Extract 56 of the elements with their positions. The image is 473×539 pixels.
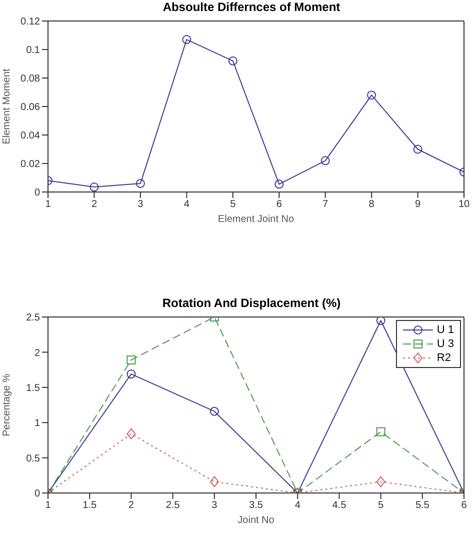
x-axis-title: Element Joint No: [218, 214, 295, 225]
y-tick-label: 0.5: [26, 453, 40, 464]
y-tick-label: 0.12: [20, 16, 40, 28]
point: [182, 35, 192, 44]
x-axis-title: Joint No: [238, 515, 275, 526]
y-tick-label: 0.08: [20, 74, 40, 85]
y-tick-label: 0.02: [20, 159, 40, 170]
y-tick-label: 1.5: [26, 382, 40, 394]
x-tick-label: 2: [128, 500, 134, 512]
x-tick-label: 3: [138, 199, 144, 210]
legend-label: R2: [436, 352, 451, 364]
point: [274, 180, 284, 189]
y-tick-label: 0.06: [20, 102, 40, 114]
point: [376, 427, 386, 436]
x-tick-label: 2: [91, 199, 98, 210]
point: [136, 178, 145, 188]
chart-title: Rotation And Displacement (%): [161, 296, 342, 312]
y-axis-title: Percentage %: [2, 373, 13, 436]
x-tick-label: 8: [368, 199, 375, 210]
x-tick-label: 4: [294, 500, 301, 512]
point: [126, 370, 136, 379]
point: [367, 90, 376, 100]
x-tick-label: 3: [212, 500, 218, 512]
y-tick-label: 2: [34, 348, 40, 359]
y-axis-title: Element Moment: [2, 68, 13, 144]
point: [90, 182, 99, 192]
x-tick-label: 6: [461, 500, 468, 512]
x-tick-label: 7: [322, 199, 329, 210]
x-tick-label: 5: [378, 500, 384, 512]
x-tick-label: 1: [45, 199, 52, 210]
x-tick-label: 10: [458, 199, 470, 210]
x-tick-label: 4: [184, 199, 190, 210]
point: [413, 144, 422, 154]
y-tick-label: 0.1: [26, 45, 40, 56]
legend-label: U 1: [436, 324, 454, 336]
x-tick-label: 2.5: [166, 500, 180, 512]
x-tick-label: 5.5: [415, 500, 430, 512]
y-tick-label: 2.5: [26, 312, 40, 324]
point: [210, 406, 219, 416]
legend-label: U 3: [436, 338, 454, 350]
x-tick-label: 6: [276, 199, 282, 210]
point: [228, 56, 238, 66]
point: [376, 317, 386, 326]
x-tick-label: 1: [45, 500, 52, 512]
chart-title: Absoulte Differnces of Moment: [162, 0, 342, 16]
y-tick-label: 0.04: [20, 130, 40, 142]
point: [320, 156, 330, 166]
y-tick-label: 0: [34, 488, 40, 500]
y-tick-label: 1: [34, 418, 40, 430]
x-tick-label: 4.5: [332, 500, 347, 512]
x-tick-label: 3.5: [249, 500, 264, 512]
point: [126, 355, 136, 364]
x-tick-label: 9: [414, 199, 421, 210]
y-tick-label: 0: [34, 188, 40, 199]
x-tick-label: 5: [230, 199, 236, 210]
x-tick-label: 1.5: [82, 500, 97, 512]
